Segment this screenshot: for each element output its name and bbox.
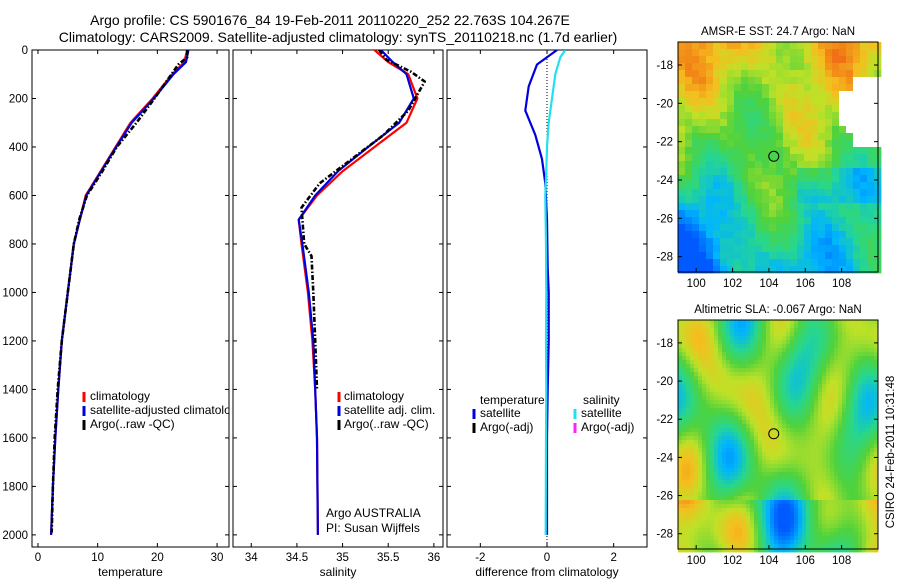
x-tick-label: 34.5 xyxy=(286,552,308,564)
y-tick-label: 600 xyxy=(9,190,28,202)
map-frame xyxy=(677,319,879,550)
map-y-tick-label: -20 xyxy=(656,98,673,110)
legend-header-temperature: temperature xyxy=(480,393,545,407)
csiro-timestamp: CSIRO 24-Feb-2011 10:31:48 xyxy=(885,376,897,529)
map-y-tick-label: -28 xyxy=(656,252,673,264)
map-title: Altimetric SLA: -0.067 Argo: NaN xyxy=(694,304,861,316)
x-tick-label: 20 xyxy=(151,552,164,564)
x-tick-label: 36 xyxy=(427,552,440,564)
legend-label: satellite xyxy=(581,406,622,420)
series-line-temperature-satellite xyxy=(524,50,558,535)
x-tick-label: 0 xyxy=(544,552,550,564)
legend-label: climatology xyxy=(90,389,150,403)
legend-label: climatology xyxy=(344,389,404,403)
y-tick-label: 1800 xyxy=(2,481,28,493)
series-line-satellite-adj-clim- xyxy=(297,50,415,535)
series-line-salinity-satellite xyxy=(544,50,567,535)
axes-frame xyxy=(31,49,230,548)
argo-float-marker xyxy=(768,150,780,162)
series-line-argo-raw-qc- xyxy=(50,50,189,533)
map-x-tick-label: 106 xyxy=(796,278,815,290)
map-title: AMSR-E SST: 24.7 Argo: NaN xyxy=(701,26,855,38)
legend-label: Argo(..raw -QC) xyxy=(344,417,429,431)
figure-title-line1: Argo profile: CS 5901676_84 19-Feb-2011 … xyxy=(90,12,570,28)
axes-frame xyxy=(232,49,444,548)
map-x-tick-label: 108 xyxy=(832,278,851,290)
y-tick-label: 200 xyxy=(9,93,28,105)
legend-label: Argo(-adj) xyxy=(581,420,634,434)
temperature-panel: 0 10 20 30 0 200 400 600 800 1000 1200 1400 1600 1800… xyxy=(2,45,243,579)
x-tick-label: 10 xyxy=(91,552,104,564)
map-x-tick-label: 100 xyxy=(687,555,706,567)
y-tick-label: 1400 xyxy=(2,384,28,396)
map-y-tick-label: -24 xyxy=(656,175,673,187)
x-tick-label: 30 xyxy=(211,552,224,564)
x-tick-label: 0 xyxy=(35,552,41,564)
sst-map-panel: AMSR-E SST: 24.7 Argo: NaN 100 102 104 106 10… xyxy=(656,26,882,290)
map-x-tick-label: 100 xyxy=(687,278,706,290)
x-axis-label: difference from climatology xyxy=(475,565,618,579)
figure-title-line2: Climatology: CARS2009. Satellite-adjuste… xyxy=(59,29,617,45)
map-y-tick-label: -20 xyxy=(656,376,673,388)
legend-label: Argo(-adj) xyxy=(480,420,533,434)
map-x-tick-label: 102 xyxy=(723,278,742,290)
salinity-panel: 34 34.5 35 35.5 36 salinity climatologysatelli… xyxy=(232,49,444,579)
map-x-tick-label: 102 xyxy=(723,555,742,567)
series-line-climatology xyxy=(50,50,189,535)
legend-label: satellite-adjusted climatology xyxy=(90,403,243,417)
x-axis-label: salinity xyxy=(320,565,357,579)
y-tick-label: 0 xyxy=(22,45,28,57)
x-tick-label: 35.5 xyxy=(377,552,399,564)
x-axis-label: temperature xyxy=(98,565,163,579)
series-line-satellite-adjusted-climatology xyxy=(50,50,190,535)
map-y-tick-label: -26 xyxy=(656,491,673,503)
argo-float-marker xyxy=(768,428,780,440)
sla-map-panel: Altimetric SLA: -0.067 Argo: NaN 100 102 10… xyxy=(656,304,879,567)
map-field xyxy=(678,320,879,553)
map-y-tick-label: -22 xyxy=(656,137,673,149)
x-tick-label: 34 xyxy=(245,552,258,564)
map-x-tick-label: 104 xyxy=(759,555,779,567)
y-tick-label: 1600 xyxy=(2,433,28,445)
map-x-tick-label: 106 xyxy=(796,555,815,567)
legend-header-salinity: salinity xyxy=(583,393,620,407)
plot-area xyxy=(297,50,426,535)
x-tick-label: 2 xyxy=(610,552,616,564)
annotation-argo-australia: Argo AUSTRALIA xyxy=(326,506,421,520)
map-x-tick-label: 108 xyxy=(832,555,851,567)
map-y-tick-label: -28 xyxy=(656,529,673,541)
map-y-tick-label: -18 xyxy=(656,60,673,72)
series-line-argo-raw-qc- xyxy=(300,50,426,390)
legend-label: Argo(..raw -QC) xyxy=(90,417,175,431)
y-tick-label: 400 xyxy=(9,142,28,154)
map-y-tick-label: -18 xyxy=(656,338,673,350)
map-field xyxy=(678,42,882,274)
legend-label: satellite xyxy=(480,406,521,420)
map-y-tick-label: -26 xyxy=(656,213,673,225)
x-tick-label: -2 xyxy=(475,552,485,564)
map-frame xyxy=(677,41,879,273)
annotation-pi: PI: Susan Wijffels xyxy=(326,521,420,535)
y-tick-label: 800 xyxy=(9,239,28,251)
y-tick-label: 1000 xyxy=(2,287,28,299)
plot-area xyxy=(50,50,190,535)
map-y-tick-label: -22 xyxy=(656,414,673,426)
legend-label: satellite adj. clim. xyxy=(344,403,435,417)
map-x-tick-label: 104 xyxy=(759,278,779,290)
plot-area xyxy=(524,50,567,547)
y-tick-label: 2000 xyxy=(2,530,28,542)
x-tick-label: 35 xyxy=(336,552,349,564)
y-tick-label: 1200 xyxy=(2,336,28,348)
map-y-tick-label: -24 xyxy=(656,452,673,464)
